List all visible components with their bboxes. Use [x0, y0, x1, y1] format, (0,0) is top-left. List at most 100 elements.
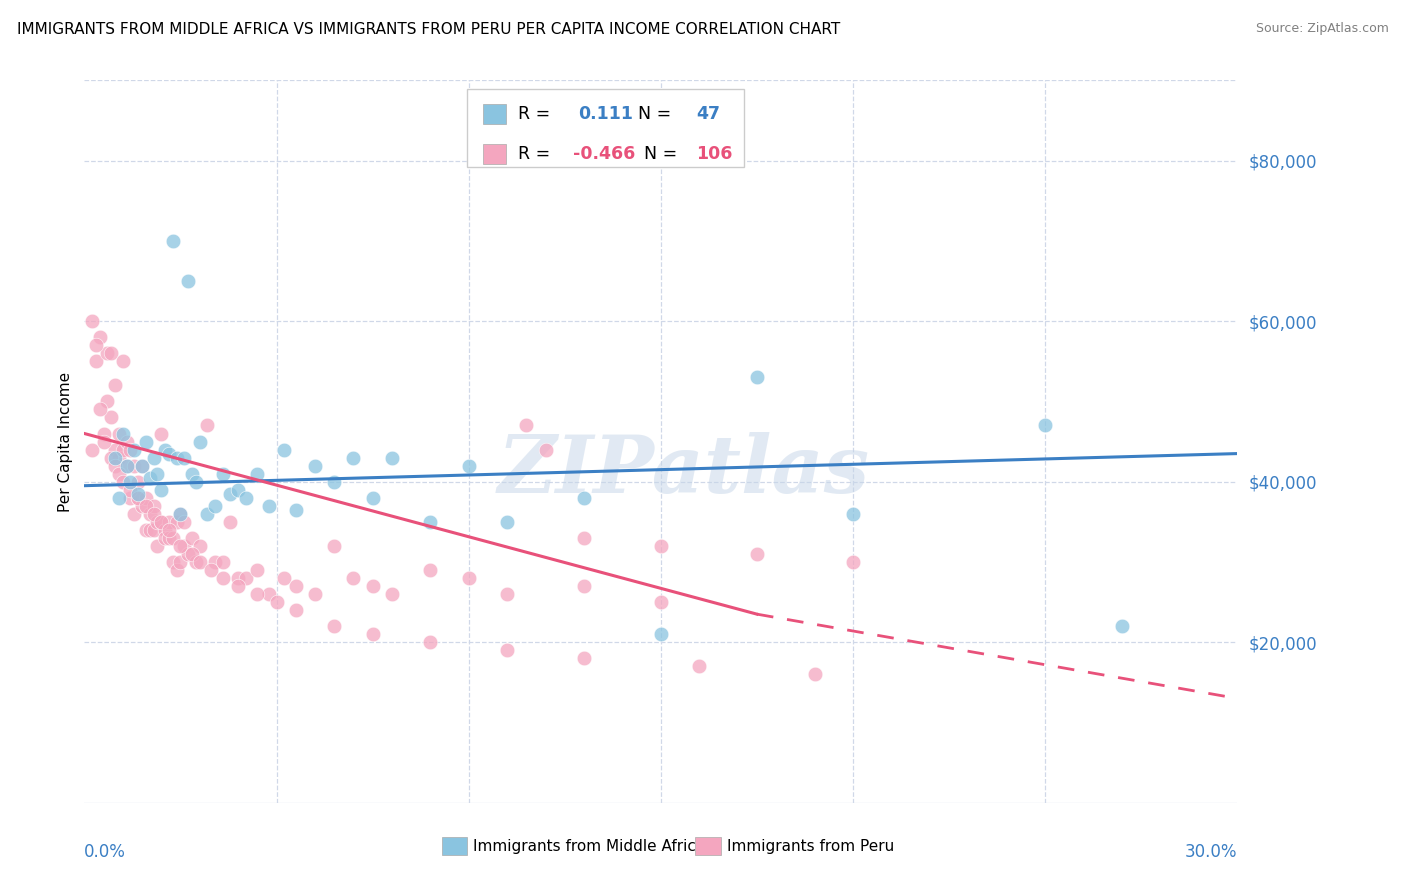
Point [120, 491, 142, 505]
Point [266, 595, 288, 609]
Point [457, 458, 479, 473]
Point [104, 378, 127, 392]
Point [84, 338, 107, 352]
Point [173, 450, 195, 465]
Text: Source: ZipAtlas.com: Source: ZipAtlas.com [1256, 22, 1389, 36]
Point [803, 667, 825, 681]
Point [169, 507, 191, 521]
Point [235, 571, 257, 585]
Point [381, 587, 404, 601]
Point [226, 579, 249, 593]
Text: N =: N = [633, 145, 683, 163]
Point [93, 426, 115, 441]
Point [146, 539, 169, 553]
Point [131, 458, 153, 473]
Point [169, 539, 191, 553]
Point [162, 234, 184, 248]
Point [166, 515, 188, 529]
Point [127, 491, 149, 505]
Point [304, 587, 326, 601]
Point [457, 571, 479, 585]
Point [496, 515, 519, 529]
Point [153, 442, 176, 457]
Point [124, 458, 146, 473]
Point [111, 426, 134, 441]
Text: 47: 47 [696, 105, 720, 123]
Text: Immigrants from Peru: Immigrants from Peru [727, 838, 894, 854]
Point [284, 502, 307, 516]
Point [381, 450, 404, 465]
Point [150, 426, 173, 441]
Point [246, 563, 269, 577]
Point [211, 467, 233, 481]
Text: 0.111: 0.111 [578, 105, 633, 123]
Point [342, 450, 364, 465]
Point [219, 515, 242, 529]
Point [108, 467, 131, 481]
Point [153, 531, 176, 545]
Point [284, 579, 307, 593]
Text: 30.0%: 30.0% [1185, 843, 1237, 861]
Point [111, 354, 134, 368]
Point [127, 486, 149, 500]
Point [157, 531, 180, 545]
FancyBboxPatch shape [696, 838, 721, 855]
Point [111, 475, 134, 489]
Point [534, 442, 557, 457]
Point [173, 539, 195, 553]
Point [80, 442, 103, 457]
Text: ZIPatlas: ZIPatlas [498, 432, 870, 509]
Point [688, 659, 710, 673]
Point [115, 434, 138, 449]
Point [284, 603, 307, 617]
Point [89, 402, 111, 417]
Point [181, 467, 204, 481]
Point [1111, 619, 1133, 633]
FancyBboxPatch shape [484, 144, 506, 164]
Text: 0.0%: 0.0% [84, 843, 127, 861]
Point [323, 539, 346, 553]
Point [219, 486, 242, 500]
Point [162, 555, 184, 569]
Point [89, 330, 111, 344]
Point [257, 499, 280, 513]
Point [323, 475, 346, 489]
Point [157, 446, 180, 460]
Point [138, 523, 160, 537]
Point [273, 442, 295, 457]
Point [120, 483, 142, 497]
Point [104, 450, 127, 465]
FancyBboxPatch shape [484, 104, 506, 124]
Point [135, 499, 157, 513]
Point [135, 491, 157, 505]
Point [572, 491, 595, 505]
Point [226, 571, 249, 585]
Text: Immigrants from Middle Africa: Immigrants from Middle Africa [472, 838, 706, 854]
Text: 106: 106 [696, 145, 733, 163]
Point [135, 523, 157, 537]
FancyBboxPatch shape [441, 838, 467, 855]
Point [572, 579, 595, 593]
Point [1033, 418, 1056, 433]
Point [572, 531, 595, 545]
Point [131, 499, 153, 513]
Point [115, 458, 138, 473]
Point [361, 491, 384, 505]
Point [235, 491, 257, 505]
Point [496, 643, 519, 657]
Point [745, 370, 768, 384]
Point [304, 458, 326, 473]
Point [142, 450, 165, 465]
Point [131, 458, 153, 473]
Point [127, 491, 149, 505]
Point [142, 499, 165, 513]
Point [195, 418, 218, 433]
Point [419, 563, 441, 577]
Point [124, 507, 146, 521]
Point [419, 515, 441, 529]
Point [120, 442, 142, 457]
Point [104, 442, 127, 457]
FancyBboxPatch shape [467, 89, 744, 167]
Text: R =: R = [517, 105, 555, 123]
Point [184, 475, 207, 489]
